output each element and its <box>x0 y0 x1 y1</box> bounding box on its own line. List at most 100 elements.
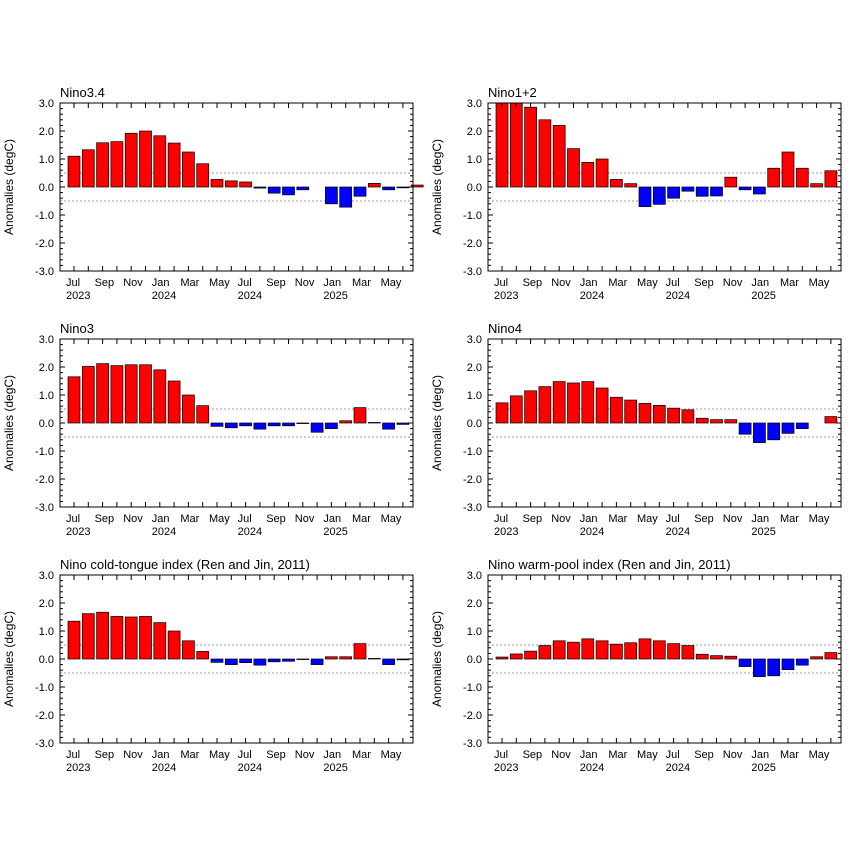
bar <box>282 422 295 427</box>
x-tick-label: Jul <box>494 513 508 525</box>
plot-frame <box>59 574 414 744</box>
bar <box>110 365 124 424</box>
bar <box>495 402 509 424</box>
bar <box>581 162 595 188</box>
x-tick-label: Jul <box>66 749 80 761</box>
bar <box>382 186 395 191</box>
y-tick-label: -3.0 <box>463 502 482 514</box>
bar <box>110 141 124 188</box>
bar <box>253 658 267 666</box>
panel-title: Nino1+2 <box>488 85 537 100</box>
x-tick-year-label: 2024 <box>666 762 690 774</box>
x-tick-label: May <box>809 513 830 525</box>
bar <box>724 419 738 424</box>
x-tick-year-label: 2023 <box>494 762 518 774</box>
x-tick-label: May <box>637 749 658 761</box>
y-tick-label: 0.0 <box>467 654 482 666</box>
y-tick-label: 1.0 <box>39 626 54 638</box>
bar <box>353 407 367 424</box>
x-tick-label: Nov <box>551 513 571 525</box>
x-tick-label: May <box>209 749 230 761</box>
bar <box>296 186 310 191</box>
bar <box>210 658 224 663</box>
bar <box>267 422 281 427</box>
bar <box>67 376 81 424</box>
plot-frame <box>487 338 842 508</box>
bar <box>767 658 781 677</box>
x-tick-label: Nov <box>123 513 143 525</box>
x-tick-label: Jul <box>494 749 508 761</box>
bar <box>367 183 381 188</box>
bar <box>595 158 609 188</box>
bar <box>339 656 353 660</box>
bar <box>824 416 838 424</box>
bar <box>495 656 509 660</box>
x-tick-year-label: 2024 <box>580 290 604 302</box>
bar <box>624 399 638 424</box>
bar <box>224 180 238 188</box>
bar <box>495 102 509 188</box>
chart-panel-1: Nino3.4 Anomalies (degC) 3.0 2.0 1.0 0.0 -1.0 -… <box>2 85 424 302</box>
bar <box>738 186 752 191</box>
y-tick-label: -1.0 <box>463 682 482 694</box>
x-tick-label: Sep <box>694 749 714 761</box>
bar <box>81 149 95 188</box>
bar <box>753 658 766 677</box>
y-axis-label: Anomalies (degC) <box>2 611 16 707</box>
bar <box>695 653 709 660</box>
x-tick-label: Jan <box>323 277 341 289</box>
bar <box>524 650 537 660</box>
bar <box>124 364 138 424</box>
bar <box>81 613 95 660</box>
y-tick-label: -3.0 <box>35 738 54 750</box>
x-tick-label: Nov <box>723 749 743 761</box>
bar <box>196 651 210 660</box>
x-tick-label: Sep <box>266 513 286 525</box>
bar <box>681 186 695 192</box>
bar <box>339 186 353 208</box>
bar <box>182 640 195 660</box>
plot-frame <box>59 338 414 508</box>
chart-panel-2: Nino1+2 Anomalies (degC) 3.0 2.0 1.0 0.0 -1.0 -… <box>430 85 842 302</box>
x-tick-label: Jul <box>666 277 680 289</box>
bar <box>167 630 181 660</box>
x-tick-label: Jan <box>751 277 769 289</box>
bar <box>781 422 795 434</box>
y-tick-label: 3.0 <box>39 570 54 582</box>
x-tick-label: Nov <box>551 277 571 289</box>
x-tick-label: Jan <box>580 513 598 525</box>
x-tick-label: Mar <box>352 277 371 289</box>
x-tick-label: Mar <box>608 513 627 525</box>
bar <box>767 422 781 441</box>
bar <box>824 170 838 188</box>
y-tick-label: 3.0 <box>467 334 482 346</box>
y-tick-label: 1.0 <box>467 154 482 166</box>
x-tick-label: Sep <box>523 277 543 289</box>
y-axis-label: Anomalies (degC) <box>430 375 444 471</box>
bar <box>753 186 766 195</box>
x-tick-label: Sep <box>95 749 115 761</box>
x-tick-label: May <box>381 277 402 289</box>
bar <box>681 409 695 424</box>
bar <box>538 119 552 188</box>
bar <box>652 186 666 205</box>
x-tick-label: Mar <box>780 513 799 525</box>
bar <box>367 422 381 424</box>
x-tick-year-label: 2024 <box>580 762 604 774</box>
bar <box>339 420 353 424</box>
bar <box>667 643 680 660</box>
bar <box>738 658 752 667</box>
x-tick-label: Nov <box>295 277 315 289</box>
bar <box>210 422 224 427</box>
y-tick-label: -1.0 <box>35 682 54 694</box>
x-tick-year-label: 2025 <box>751 526 775 538</box>
bar <box>710 655 723 660</box>
bar <box>96 611 109 660</box>
bar <box>624 183 638 188</box>
bar <box>182 151 195 188</box>
bar <box>652 640 666 660</box>
x-tick-label: Nov <box>723 277 743 289</box>
bar <box>710 186 723 197</box>
bar <box>353 643 367 660</box>
y-tick-label: -3.0 <box>463 266 482 278</box>
